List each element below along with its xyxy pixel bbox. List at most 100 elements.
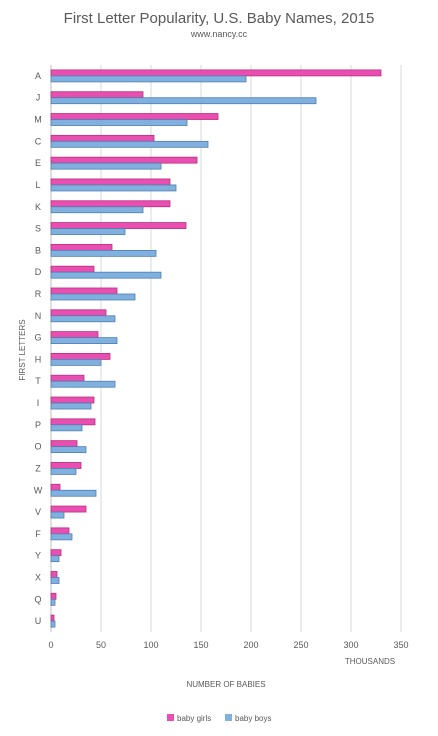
x-tick-label: 150	[193, 640, 208, 650]
bar-boys	[50, 97, 317, 105]
legend: baby girls baby boys	[167, 714, 271, 723]
category-labels: A J M C E L K S B D R N G H T I P O Z W V F Y X Q U	[34, 71, 43, 626]
category-label: K	[35, 202, 41, 212]
category-label: C	[35, 136, 42, 146]
category-label: T	[35, 376, 41, 386]
category-label: N	[35, 311, 42, 321]
bar-girls	[50, 69, 382, 77]
chart-title: First Letter Popularity, U.S. Baby Names…	[64, 10, 375, 27]
bar-girls	[50, 134, 155, 142]
bar-girls	[50, 505, 87, 513]
category-label: O	[34, 442, 41, 452]
x-axis-unit-label: THOUSANDS	[345, 657, 395, 666]
legend-swatch-girls	[167, 714, 174, 721]
bar-girls	[50, 374, 85, 382]
category-label: Z	[35, 463, 41, 473]
bar-girls	[50, 396, 95, 404]
x-axis-title: NUMBER OF BABIES	[186, 680, 265, 689]
legend-label-girls: baby girls	[177, 714, 211, 723]
bar-boys	[50, 511, 65, 519]
bar-girls	[50, 156, 198, 164]
x-tick-label: 200	[243, 640, 258, 650]
bar-girls	[50, 549, 62, 557]
bar-girls	[50, 113, 219, 120]
bar-girls	[50, 571, 58, 578]
x-tick-labels: 0 50 100 150 200 250 300 350	[48, 640, 408, 650]
category-label: D	[35, 267, 42, 277]
bar-girls	[50, 527, 70, 535]
category-label: U	[35, 616, 42, 626]
category-label: V	[35, 507, 41, 517]
bar-boys	[50, 446, 87, 454]
x-tick-label: 350	[393, 640, 408, 650]
x-tick-label: 0	[48, 640, 53, 650]
bar-girls	[50, 614, 55, 622]
bar-girls	[50, 331, 99, 338]
bar-boys	[50, 337, 118, 344]
category-label: W	[34, 485, 43, 495]
category-label: F	[35, 529, 41, 539]
category-label: J	[36, 93, 41, 103]
bar-boys	[50, 249, 157, 257]
bar-boys	[50, 140, 209, 148]
bar-boys	[50, 598, 56, 606]
bar-boys	[50, 533, 73, 541]
bar-girls	[50, 222, 187, 229]
bar-girls	[50, 91, 144, 99]
bar-boys	[50, 206, 144, 214]
bar-boys	[50, 489, 97, 497]
category-label: E	[35, 158, 41, 168]
bar-boys	[50, 315, 116, 323]
bars-group	[50, 69, 382, 628]
bar-girls	[50, 462, 82, 469]
bar-boys	[50, 162, 162, 170]
bar-boys	[50, 402, 92, 410]
legend-label-boys: baby boys	[235, 714, 271, 723]
bar-boys	[50, 293, 136, 301]
bar-girls	[50, 178, 171, 186]
bar-boys	[50, 119, 188, 126]
bar-girls	[50, 265, 95, 273]
bar-girls	[50, 592, 57, 600]
x-tick-label: 250	[293, 640, 308, 650]
gridlines	[50, 65, 402, 632]
bar-boys	[50, 577, 60, 584]
bar-boys	[50, 468, 77, 475]
bar-boys	[50, 75, 247, 83]
bar-girls	[50, 309, 107, 317]
category-label: A	[35, 71, 41, 81]
category-label: X	[35, 572, 41, 582]
bar-boys	[50, 359, 102, 366]
category-label: I	[37, 398, 40, 408]
bar-girls	[50, 440, 78, 448]
bar-girls	[50, 418, 96, 426]
bar-girls	[50, 483, 61, 491]
category-label: G	[34, 333, 41, 343]
category-label: M	[34, 115, 42, 125]
category-label: Q	[34, 594, 41, 604]
bar-girls	[50, 243, 113, 251]
bar-boys	[50, 620, 56, 628]
x-tick-label: 50	[96, 640, 106, 650]
category-label: S	[35, 224, 41, 234]
bar-boys	[50, 555, 60, 563]
x-tick-label: 100	[143, 640, 158, 650]
bar-boys	[50, 424, 83, 432]
bar-boys	[50, 271, 162, 279]
bar-girls	[50, 287, 118, 295]
bar-girls	[50, 353, 111, 360]
bar-boys	[50, 380, 116, 388]
legend-swatch-boys	[225, 714, 232, 721]
bar-girls	[50, 200, 171, 208]
chart-subtitle: www.nancy.cc	[190, 29, 248, 39]
category-label: B	[35, 245, 41, 255]
category-label: L	[35, 180, 40, 190]
category-label: P	[35, 420, 41, 430]
category-label: R	[35, 289, 42, 299]
y-axis-title: FIRST LETTERS	[18, 319, 27, 380]
category-label: Y	[35, 551, 41, 561]
x-tick-label: 300	[343, 640, 358, 650]
bar-boys	[50, 184, 177, 192]
bar-boys	[50, 228, 126, 235]
